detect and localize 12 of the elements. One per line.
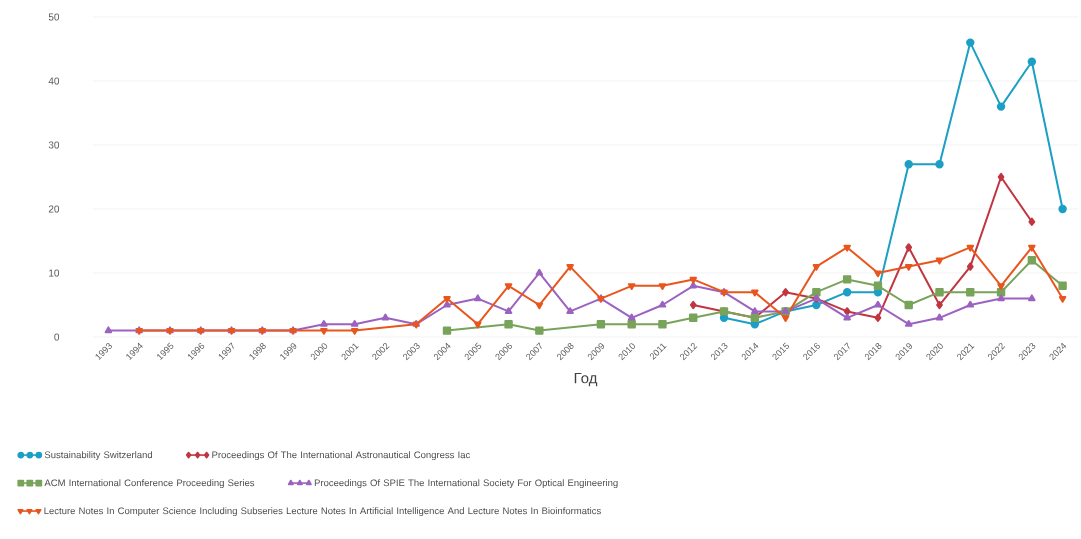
- legend-label: Proceedings Of The International Astronautical Congress Iac: [212, 451, 470, 461]
- legend-label: Sustainability Switzerland: [44, 451, 153, 461]
- legend-label: Lecture Notes In Computer Science Including Subseries Lecture Notes In Artificial Intelligence And Lecture Notes In Bioinformatics: [44, 507, 601, 517]
- legend-label: Proceedings Of SPIE The International Society For Optical Engineering: [314, 479, 618, 489]
- y-tick-label: 40: [48, 77, 60, 85]
- legend-label: ACM International Conference Proceeding Series: [44, 479, 255, 489]
- y-tick-label: 0: [54, 333, 60, 341]
- y-tick-label: 20: [48, 205, 60, 213]
- x-axis-title: Год: [574, 372, 598, 387]
- y-tick-label: 50: [48, 13, 60, 21]
- y-tick-label: 30: [48, 141, 60, 149]
- y-tick-label: 10: [49, 269, 60, 277]
